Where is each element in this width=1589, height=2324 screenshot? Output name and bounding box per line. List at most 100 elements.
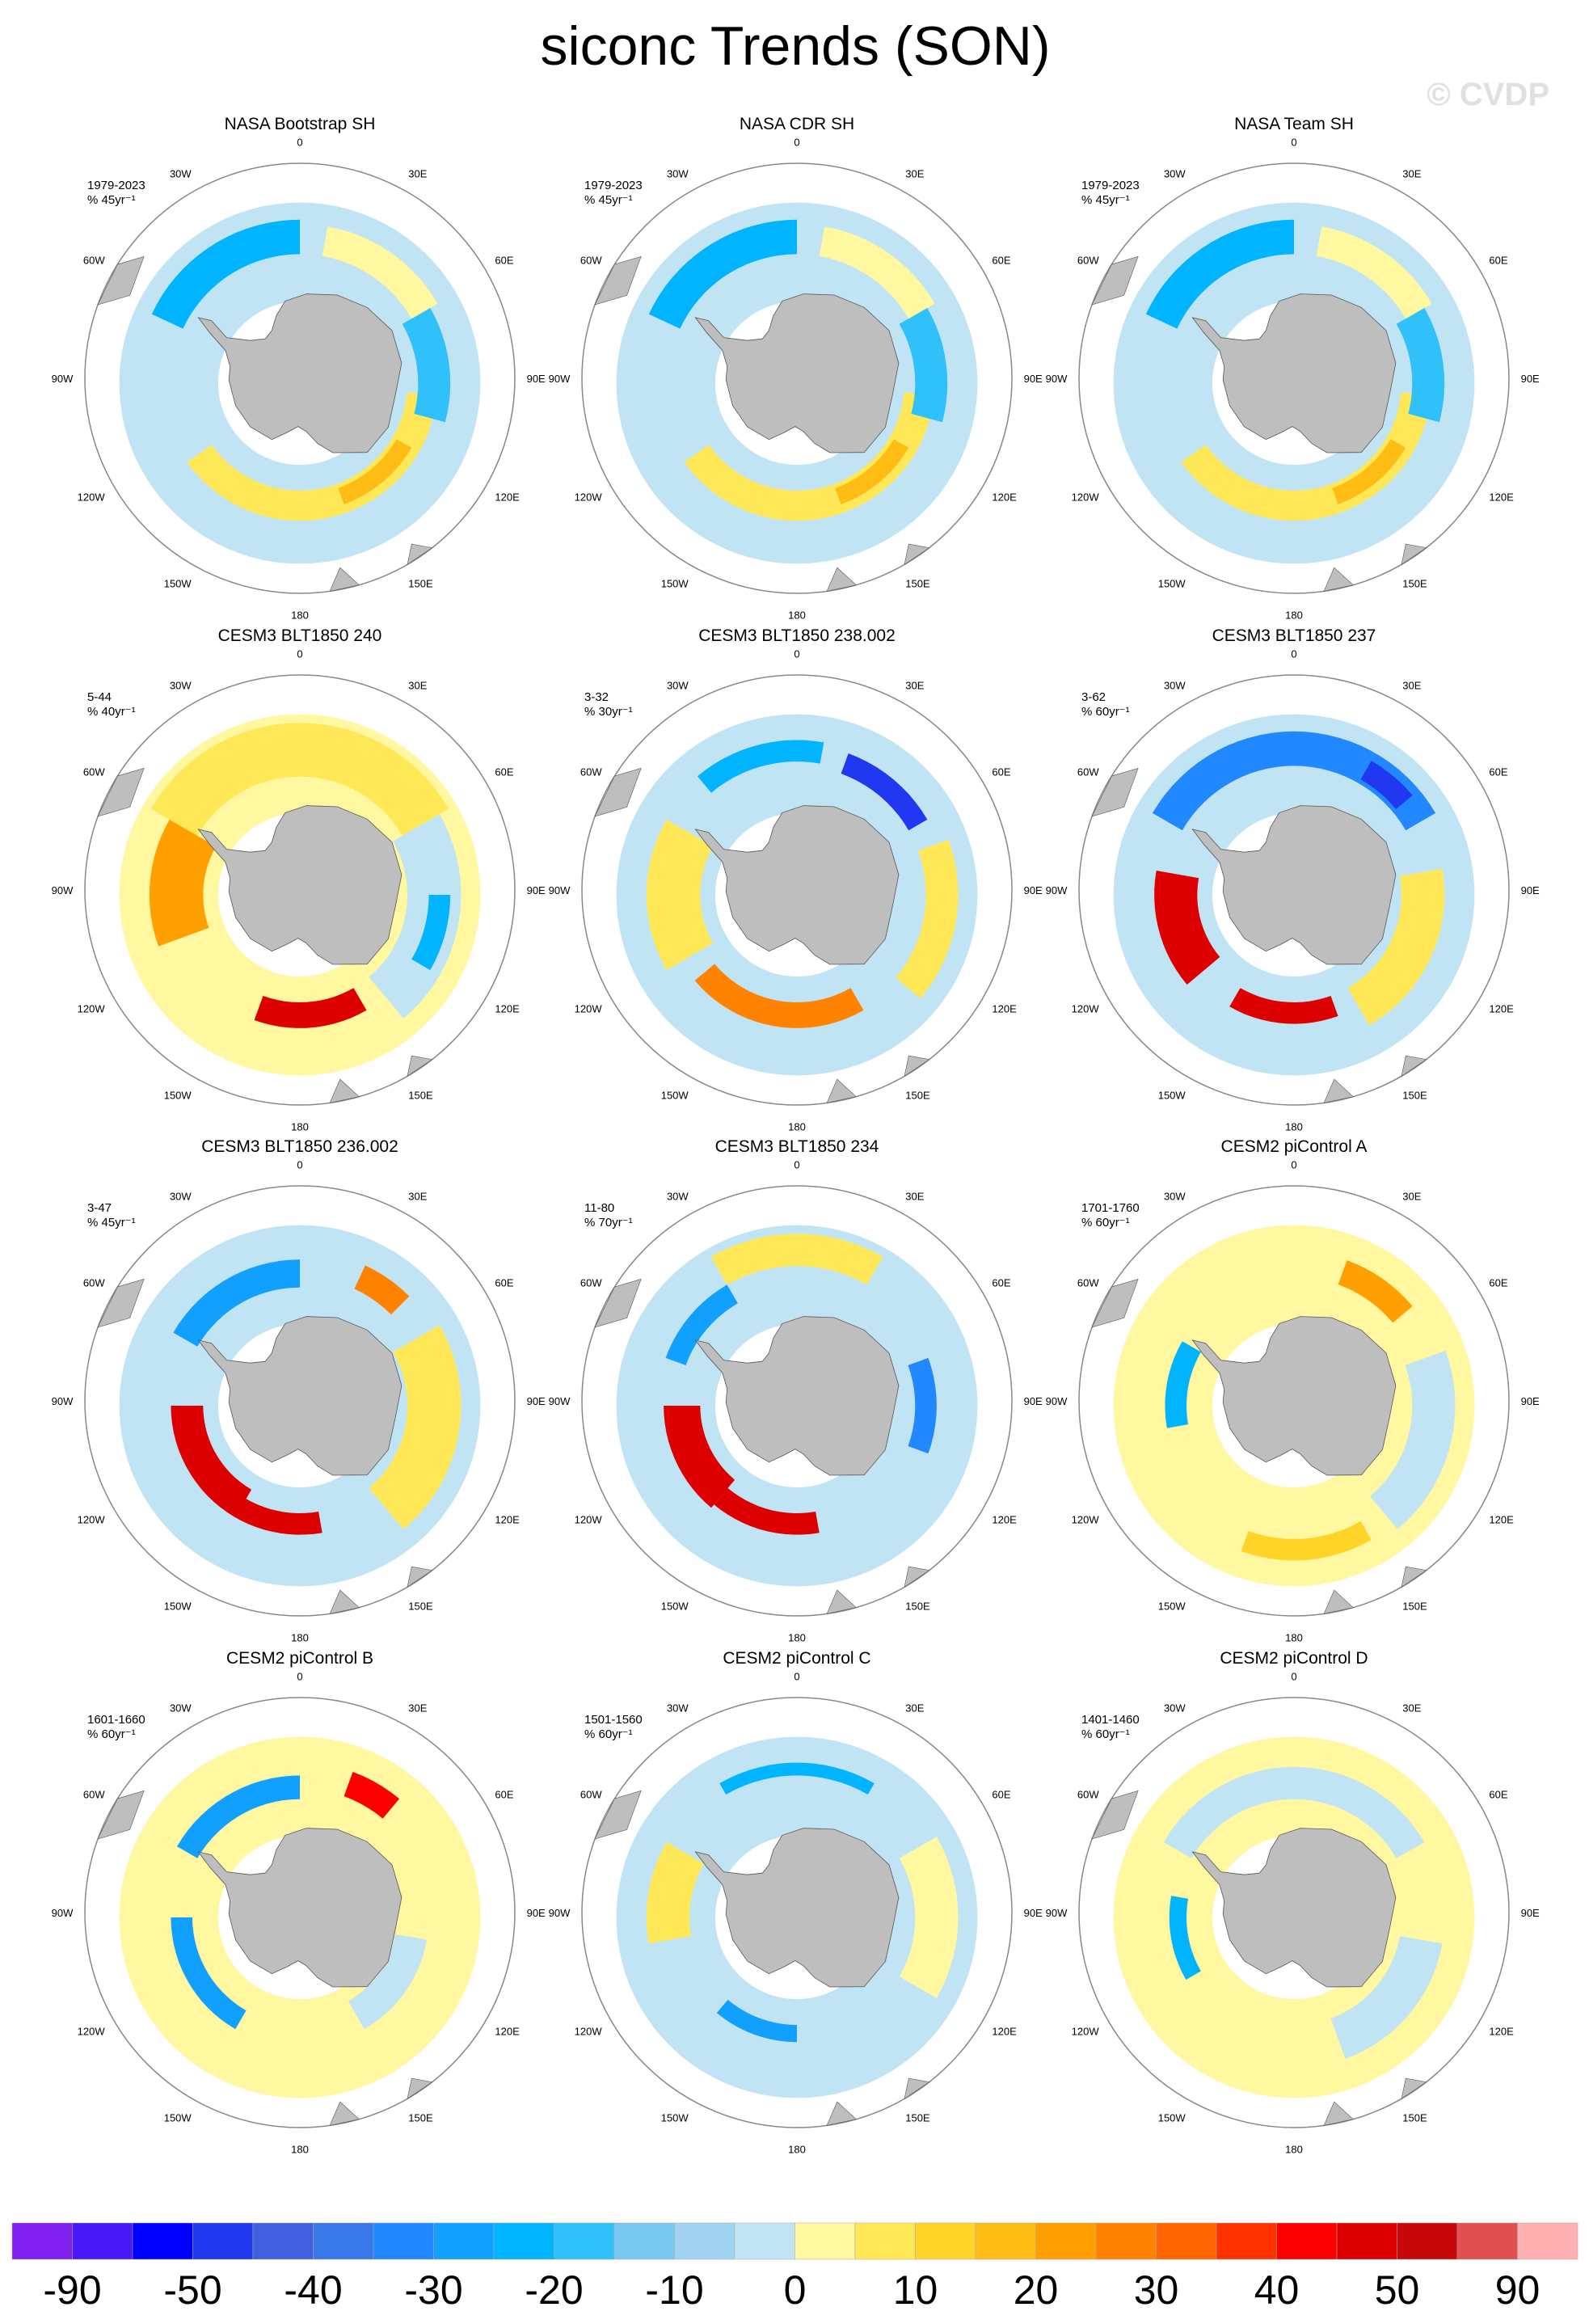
longitude-label: 0: [297, 136, 302, 148]
longitude-label: 60E: [992, 1277, 1010, 1289]
longitude-label: 30W: [667, 1191, 689, 1203]
longitude-label: 60W: [1077, 1277, 1099, 1289]
longitude-label: 120W: [1072, 491, 1100, 503]
tasmania-land: [1401, 1566, 1427, 1588]
south-america-land: [1091, 767, 1139, 817]
panel-title: CESM3 BLT1850 238.002: [698, 626, 896, 645]
ice-trend-band: [1347, 868, 1445, 1026]
tasmania-land: [407, 543, 433, 566]
antarctica-land: [197, 1828, 403, 1988]
longitude-label: 60E: [1489, 1277, 1507, 1289]
longitude-label: 150W: [661, 2111, 689, 2124]
longitude-label: 120E: [992, 1002, 1017, 1014]
longitude-label: 120E: [1489, 1002, 1514, 1014]
longitude-label: 90W: [549, 373, 571, 385]
antarctica-land: [197, 1316, 403, 1476]
longitude-label: 60W: [1077, 255, 1099, 267]
longitude-label: 60W: [83, 1277, 105, 1289]
panel-title: CESM2 piControl A: [1221, 1137, 1368, 1156]
ice-trend-band: [1229, 988, 1338, 1024]
longitude-label: 60W: [83, 1789, 105, 1801]
ice-trend-band: [819, 226, 935, 319]
longitude-label: 150E: [408, 1089, 433, 1101]
longitude-label: 60E: [495, 255, 513, 267]
antarctica-land: [197, 805, 403, 965]
panel-period: 1401-1460: [1081, 1713, 1140, 1727]
longitude-label: 150W: [1158, 2111, 1186, 2124]
panel-units: % 45yr⁻¹: [1081, 193, 1130, 207]
ice-trend-base: [616, 1736, 978, 2098]
colorbar-swatch: [72, 2222, 133, 2260]
panel-period: 5-44: [87, 690, 112, 704]
antarctica-land: [1191, 805, 1397, 965]
panel-title: NASA Team SH: [1234, 115, 1354, 133]
panel-title: CESM3 BLT1850 234: [715, 1137, 879, 1156]
colorbar-swatch: [192, 2222, 254, 2260]
panel-units: % 60yr⁻¹: [1081, 1216, 1130, 1229]
longitude-label: 90W: [52, 884, 74, 896]
longitude-label: 120E: [992, 491, 1017, 503]
ice-trend-band: [841, 753, 928, 831]
ice-trend-band: [338, 439, 412, 504]
ice-trend-band: [1145, 219, 1294, 329]
longitude-label: 90E: [527, 1907, 546, 1919]
ice-trend-band: [171, 1917, 247, 2030]
south-america-land: [1091, 1790, 1139, 1840]
panel-units: % 60yr⁻¹: [87, 1727, 136, 1741]
ice-trend-band: [716, 1999, 797, 2043]
longitude-label: 30W: [1164, 1702, 1186, 1715]
map-panel: NASA Team SH 1979-2023% 45yr⁻¹ 0 30E 60E 90E 1…: [1046, 115, 1540, 622]
antarctica-land: [694, 1316, 900, 1476]
colorbar-swatch: [674, 2222, 735, 2260]
ice-trend-band: [646, 1841, 704, 1944]
colorbar-swatch: [1456, 2222, 1518, 2260]
longitude-label: 30W: [170, 1191, 192, 1203]
south-america-land: [594, 255, 642, 306]
colorbar-swatch: [1517, 2222, 1578, 2260]
colorbar-label: 90: [1495, 2267, 1541, 2313]
panel-period: 1979-2023: [87, 179, 145, 192]
longitude-label: 90W: [52, 1395, 74, 1407]
longitude-label: 120W: [575, 1513, 603, 1525]
longitude-label: 60E: [992, 255, 1010, 267]
map-panel: CESM3 BLT1850 240 5-44% 40yr⁻¹ 0 30E 60E 90E 1…: [52, 626, 546, 1133]
ice-trend-band: [225, 1493, 322, 1535]
tasmania-land: [1401, 1055, 1427, 1078]
colorbar-swatch: [613, 2222, 675, 2260]
ice-trend-band: [719, 1762, 875, 1795]
new-zealand-land: [329, 1589, 360, 1614]
longitude-label: 90E: [1521, 373, 1540, 385]
ice-trend-band: [665, 1284, 738, 1365]
colorbar-swatch: [1035, 2222, 1097, 2260]
longitude-label: 150W: [661, 1600, 689, 1612]
map-panel: CESM3 BLT1850 236.002 3-47% 45yr⁻¹ 0 30E 60E…: [52, 1137, 546, 1644]
new-zealand-land: [1323, 2101, 1354, 2126]
longitude-label: 0: [794, 1670, 799, 1682]
longitude-label: 30W: [1164, 168, 1186, 180]
longitude-label: 90E: [1521, 1907, 1540, 1919]
longitude-label: 90W: [1046, 1907, 1068, 1919]
ice-trend-band: [354, 1265, 410, 1315]
longitude-label: 150E: [905, 1089, 930, 1101]
ice-trend-band: [1370, 1350, 1456, 1529]
longitude-label: 150E: [1402, 2111, 1427, 2124]
tasmania-land: [407, 1055, 433, 1078]
colorbar-swatch: [1397, 2222, 1458, 2260]
longitude-label: 120E: [1489, 491, 1514, 503]
ice-trend-band: [1169, 1896, 1201, 1980]
colorbar-swatch: [854, 2222, 916, 2260]
panel-period: 11-80: [584, 1201, 614, 1215]
longitude-label: 0: [794, 136, 799, 148]
panel-title: CESM2 piControl C: [723, 1649, 870, 1668]
longitude-label: 120W: [1072, 2025, 1100, 2037]
longitude-label: 120W: [575, 2025, 603, 2037]
south-america-land: [594, 1790, 642, 1840]
colorbar-label: 30: [1134, 2267, 1179, 2313]
figure-title: siconc Trends (SON): [540, 15, 1050, 77]
longitude-label: 30E: [1402, 1702, 1421, 1715]
longitude-label: 90E: [1024, 1395, 1043, 1407]
longitude-label: 0: [297, 647, 302, 660]
colorbar-swatch: [1276, 2222, 1338, 2260]
